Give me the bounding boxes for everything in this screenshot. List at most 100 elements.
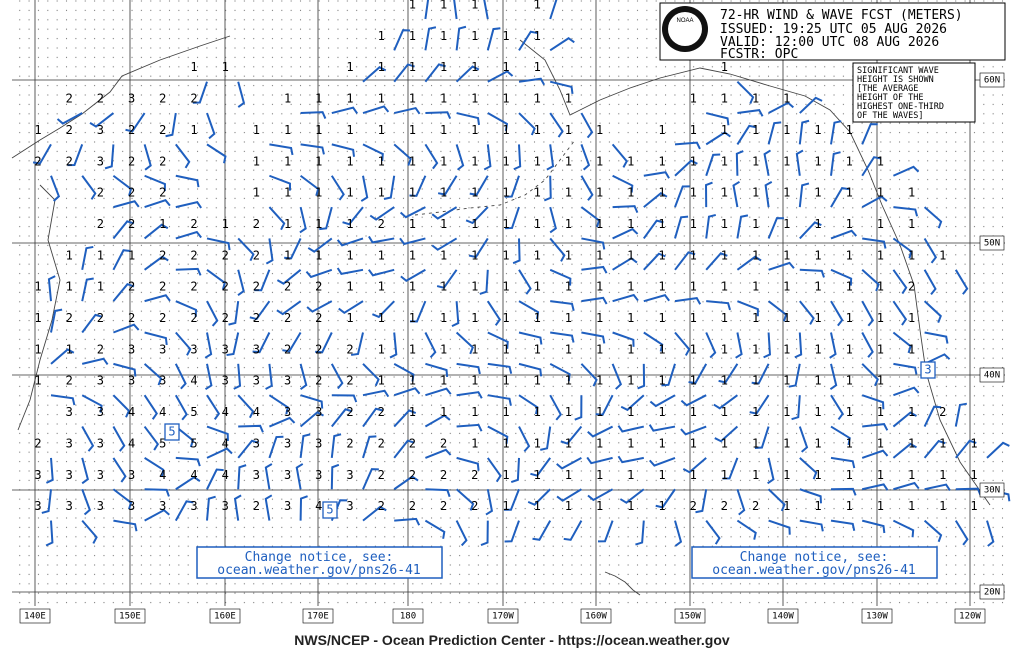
wind-barb <box>206 394 221 420</box>
lon-label: 140W <box>772 612 794 622</box>
wave-height: 1 <box>627 468 634 482</box>
wind-barb <box>924 331 949 344</box>
wind-barb <box>125 112 146 133</box>
wave-height: 1 <box>846 311 853 325</box>
wind-barb <box>556 457 582 470</box>
lat-label: 20N <box>984 588 1000 598</box>
wave-height: 3 <box>315 405 322 419</box>
header-box <box>659 2 1006 61</box>
wind-barb <box>487 112 509 131</box>
wave-height: 1 <box>34 311 41 325</box>
wave-height: 2 <box>128 123 135 137</box>
wind-barb <box>424 26 437 51</box>
wave-height: 3 <box>315 436 322 450</box>
wave-height: 1 <box>814 436 821 450</box>
header-title: 72-HR WIND & WAVE FCST (METERS) <box>720 8 963 23</box>
wind-barb <box>518 331 543 345</box>
wave-height: 1 <box>159 217 166 231</box>
wave-height: 1 <box>378 29 385 43</box>
wind-barb <box>830 300 844 327</box>
wind-barb <box>362 389 390 398</box>
wave-height: 1 <box>409 92 416 106</box>
wind-barb <box>81 357 109 366</box>
wave-height: 1 <box>783 217 790 231</box>
wave-height: 1 <box>409 311 416 325</box>
wind-barb <box>144 508 170 522</box>
wave-height: 1 <box>690 374 697 388</box>
wind-barb <box>986 520 995 547</box>
wave-height: 3 <box>284 436 291 450</box>
wind-barb <box>175 143 191 169</box>
wave-height: 1 <box>471 217 478 231</box>
wind-barb <box>89 112 115 128</box>
wave-height: 2 <box>690 499 697 513</box>
wind-barb <box>612 257 638 271</box>
wave-height: 2 <box>440 468 447 482</box>
wind-barb <box>424 519 446 539</box>
wave-height: 1 <box>939 436 946 450</box>
wave-height: 1 <box>565 123 572 137</box>
wind-barb <box>175 331 192 356</box>
wave-height: 3 <box>159 342 166 356</box>
wind-barb <box>455 144 465 171</box>
wind-barb <box>861 123 878 145</box>
wind-barb <box>518 269 532 295</box>
wave-height: 1 <box>346 311 353 325</box>
wave-height: 2 <box>128 311 135 325</box>
note-line: HEIGHT OF THE <box>857 93 924 103</box>
wave-height: 1 <box>814 280 821 294</box>
wind-barb <box>204 332 213 359</box>
wave-height: 3 <box>284 499 291 513</box>
wave-height: 1 <box>534 123 541 137</box>
wind-barb <box>794 332 803 359</box>
wind-barb <box>955 487 982 496</box>
wave-height: 1 <box>721 186 728 200</box>
wave-height: 1 <box>877 436 884 450</box>
wave-height: 1 <box>596 374 603 388</box>
wave-height: 1 <box>565 468 572 482</box>
wave-height: 2 <box>315 280 322 294</box>
wave-height: 1 <box>752 374 759 388</box>
wave-height: 1 <box>690 92 697 106</box>
wave-height: 2 <box>222 248 229 262</box>
wave-height: 1 <box>565 342 572 356</box>
lon-label: 150E <box>119 612 141 622</box>
wave-height: 1 <box>877 342 884 356</box>
wind-barb <box>45 520 54 547</box>
wave-height: 1 <box>721 123 728 137</box>
wind-barb <box>799 519 824 532</box>
wind-barb <box>295 463 304 490</box>
wind-barb <box>206 268 226 290</box>
wind-barb <box>456 362 481 375</box>
lon-label: 160E <box>214 612 236 622</box>
lon-label: 170E <box>307 612 329 622</box>
wave-height: 1 <box>190 60 197 74</box>
wind-barb <box>504 206 520 230</box>
header-valid: VALID: 12:00 UTC 08 AUG 2026 <box>720 35 939 50</box>
wind-barb <box>330 363 344 390</box>
wave-height: 1 <box>721 374 728 388</box>
wind-barb <box>718 363 739 384</box>
wind-barb <box>830 519 856 531</box>
wind-barb <box>923 206 943 229</box>
wave-height: 3 <box>66 499 73 513</box>
wave-height: 1 <box>596 186 603 200</box>
wave-height: 1 <box>846 248 853 262</box>
wave-height: 2 <box>97 92 104 106</box>
wave-height: 1 <box>471 436 478 450</box>
wind-barb <box>830 186 850 208</box>
wave-height: 1 <box>596 436 603 450</box>
lon-label-box <box>674 608 706 624</box>
wind-barb <box>518 77 546 86</box>
wind-barb <box>300 143 325 155</box>
wind-barb <box>680 394 707 407</box>
wave-height: 1 <box>846 468 853 482</box>
wave-height: 1 <box>752 123 759 137</box>
lon-label-box <box>19 608 51 624</box>
wind-barb <box>436 269 458 289</box>
wave-height: 1 <box>284 217 291 231</box>
wave-height: 1 <box>846 217 853 231</box>
wind-barb <box>144 294 171 303</box>
wave-height: 3 <box>97 374 104 388</box>
wind-barb <box>393 387 421 397</box>
